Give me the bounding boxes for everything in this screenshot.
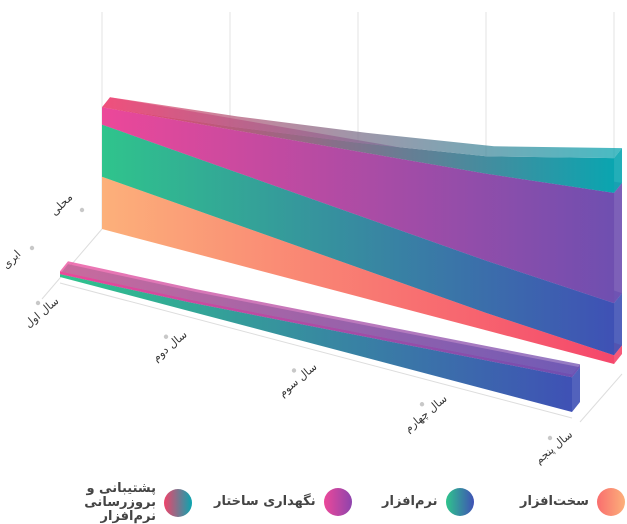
area-top-0-2	[60, 261, 580, 375]
x-tick-label: سال سوم	[276, 360, 319, 399]
legend-swatch-hardware	[596, 488, 625, 516]
x-tick-label: سال دوم	[150, 328, 190, 364]
legend-item-hardware[interactable]: سخت‌افزار	[520, 488, 625, 516]
x-tick-dot	[547, 435, 553, 441]
area-1-2	[102, 107, 614, 304]
legend-label-hardware: سخت‌افزار	[520, 494, 589, 509]
x-tick-dot	[163, 334, 169, 339]
area-side-1-2	[614, 182, 622, 304]
legend-item-maintenance[interactable]: نگهداری ساختار	[214, 488, 352, 516]
legend-label-support: پشتیبانی و بروزرسانی نرم‌افزار	[84, 481, 156, 524]
area-0-1	[60, 274, 572, 412]
series-cloud	[60, 261, 580, 412]
x-tick-dot	[35, 300, 41, 306]
area-1-0	[102, 176, 614, 364]
x-tick-dot	[291, 368, 297, 373]
legend-swatch-maintenance	[323, 488, 352, 516]
area-1-3	[102, 107, 614, 193]
x-tick-label: سال پنجم	[532, 428, 575, 467]
legend: سخت‌افزار نرم‌افزار نگهداری ساختار پشتیب…	[0, 470, 627, 524]
legend-label-maintenance: نگهداری ساختار	[214, 494, 316, 509]
z-tick-dot	[79, 207, 85, 213]
area-side-0-2	[572, 364, 580, 378]
series-local	[102, 97, 622, 364]
floor-front-edge	[59, 282, 573, 419]
legend-swatch-software	[445, 488, 474, 516]
z-tick-dot	[29, 245, 35, 251]
area-1-1	[102, 124, 614, 356]
area-side-1-0	[614, 345, 622, 364]
area-side-1-3	[614, 148, 622, 193]
z-tick-label: ابری	[0, 248, 23, 272]
area-side-0-1	[572, 367, 580, 412]
floor-right-edge	[579, 373, 623, 423]
x-tick-label: سال اول	[22, 294, 61, 330]
legend-item-support[interactable]: پشتیبانی و بروزرسانی نرم‌افزار	[64, 482, 192, 524]
legend-swatch-support	[164, 489, 192, 517]
area-side-1-1	[614, 293, 622, 356]
x-tick-label: سال چهارم	[402, 392, 450, 435]
legend-label-software: نرم‌افزار	[382, 494, 438, 509]
chart-svg: سال اول سال دوم سال سوم سال چهارم سال پنجم مح…	[0, 12, 623, 467]
x-tick-dot	[419, 402, 425, 407]
legend-item-software[interactable]: نرم‌افزار	[382, 488, 474, 516]
z-tick-label: محلی	[48, 191, 76, 219]
area-top-1-3	[102, 97, 622, 159]
